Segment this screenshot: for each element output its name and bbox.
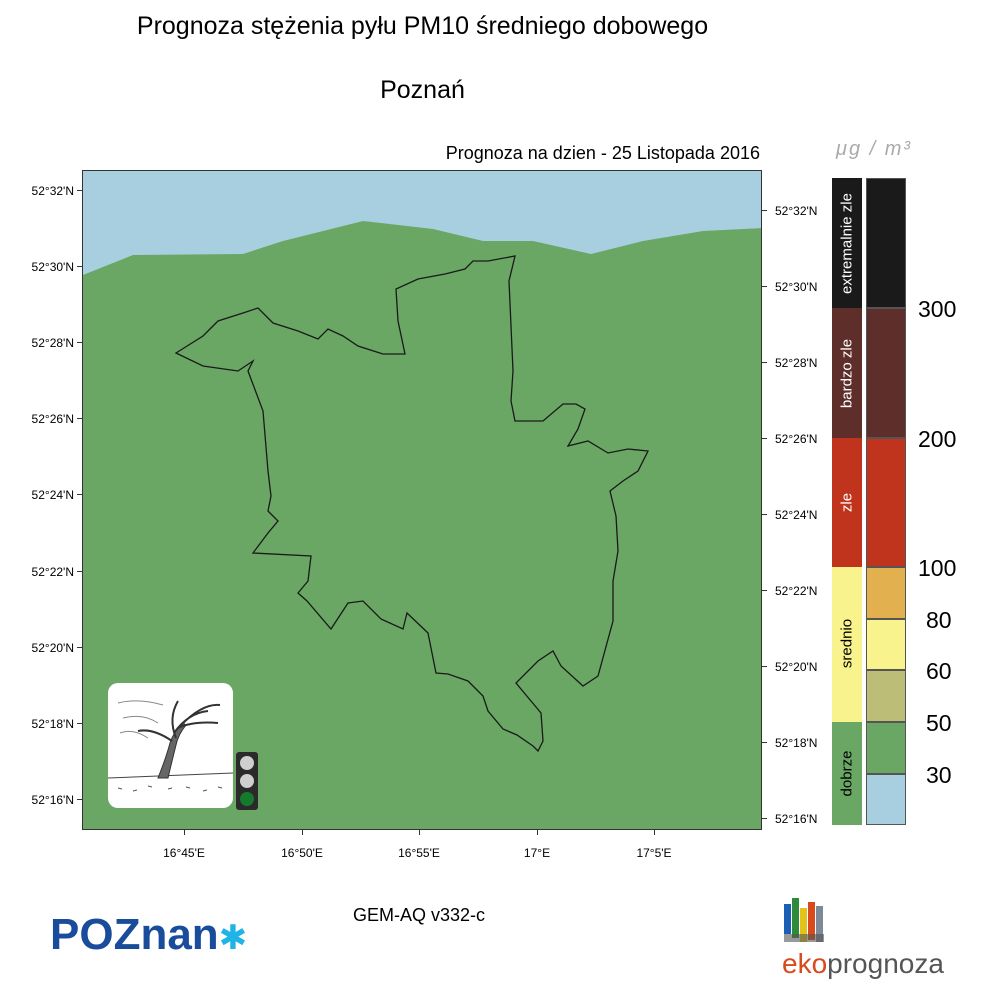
tick: [77, 723, 82, 724]
traffic-light: [236, 752, 258, 810]
light-off: [240, 756, 254, 770]
tick: [762, 666, 767, 667]
category-label: dobrze: [838, 750, 856, 797]
lon-label: 17°E: [523, 846, 551, 860]
ekoprognoza-bars-icon: [782, 898, 832, 946]
tick: [77, 571, 82, 572]
tick: [302, 830, 303, 835]
tick: [419, 830, 420, 835]
water-area: [83, 171, 761, 275]
lat-label-right: 52°26'N: [775, 432, 818, 446]
lat-label-right: 52°16'N: [775, 812, 818, 826]
scale-value: 50: [926, 710, 952, 736]
category-bardzo-zle: bardzo zle: [832, 308, 862, 438]
scale-segment: [866, 567, 906, 619]
lat-label-left: 52°26'N: [31, 412, 74, 426]
lon-label: 16°50'E: [281, 846, 323, 860]
scale-segment: [866, 722, 906, 774]
forecast-date-line: Prognoza na dzien - 25 Listopada 2016: [380, 143, 760, 164]
tick: [762, 286, 767, 287]
tick: [77, 266, 82, 267]
scale-value: 80: [926, 607, 952, 633]
asterisk-icon: ✱: [218, 919, 248, 957]
lat-label-right: 52°18'N: [775, 736, 818, 750]
poznan-logo-text: POZnan: [50, 910, 219, 959]
scale-segment: [866, 619, 906, 670]
tick: [762, 742, 767, 743]
city-name: Poznań: [380, 76, 465, 104]
scale-value: 60: [926, 658, 952, 684]
tick: [762, 210, 767, 211]
lat-label-right: 52°24'N: [775, 508, 818, 522]
prognoza-text: prognoza: [827, 948, 944, 979]
tick: [762, 438, 767, 439]
category-dobrze: dobrze: [832, 722, 862, 825]
tick: [762, 514, 767, 515]
tick: [762, 590, 767, 591]
lat-label-left: 52°22'N: [31, 565, 74, 579]
lat-label-right: 52°28'N: [775, 356, 818, 370]
lat-label-left: 52°16'N: [31, 793, 74, 807]
lon-label: 17°5'E: [636, 846, 672, 860]
city-boundary: [174, 255, 650, 753]
category-zle: zle: [832, 438, 862, 567]
lat-label-left: 52°32'N: [31, 184, 74, 198]
scale-segment: [866, 774, 906, 825]
unit-label: μg / m³: [836, 138, 913, 160]
tick: [184, 830, 185, 835]
category-extremalnie-zle: extremalnie zle: [832, 178, 862, 308]
lat-label-left: 52°24'N: [31, 488, 74, 502]
forecast-date: 25 Listopada 2016: [611, 143, 760, 163]
category-label: srednio: [838, 618, 856, 669]
tick: [77, 494, 82, 495]
lat-label-left: 52°20'N: [31, 641, 74, 655]
scale-segment: [866, 178, 906, 308]
lon-label: 16°55'E: [398, 846, 440, 860]
scale-value: 200: [918, 426, 957, 452]
tick: [762, 362, 767, 363]
light-green: [240, 792, 254, 806]
scale-segment: [866, 438, 906, 567]
poznan-logo: POZnan✱: [50, 910, 247, 960]
scale-value: 30: [926, 762, 952, 788]
lat-label-right: 52°20'N: [775, 660, 818, 674]
lat-label-right: 52°22'N: [775, 584, 818, 598]
tick: [77, 647, 82, 648]
tick: [762, 818, 767, 819]
lon-label: 16°45'E: [163, 846, 205, 860]
ekoprognoza-logo: ekoprognoza: [782, 948, 944, 980]
lat-label-left: 52°30'N: [31, 260, 74, 274]
forecast-prefix: Prognoza na dzien -: [445, 143, 607, 163]
scale-segment: [866, 308, 906, 438]
category-label: extremalnie zle: [838, 193, 856, 294]
lat-label-right: 52°30'N: [775, 280, 818, 294]
scale-value: 100: [918, 555, 957, 581]
scale-value: 300: [918, 296, 957, 322]
category-srednio: srednio: [832, 567, 862, 722]
wind-tree-icon: [108, 683, 233, 808]
lat-label-left: 52°28'N: [31, 336, 74, 350]
eko-text: eko: [782, 948, 828, 979]
tick: [77, 190, 82, 191]
tick: [77, 342, 82, 343]
category-label: zle: [838, 492, 856, 513]
scale-segment: [866, 670, 906, 722]
tick: [77, 418, 82, 419]
model-version: GEM-AQ v332-c: [353, 905, 486, 925]
lat-label-right: 52°32'N: [775, 204, 818, 218]
lat-label-left: 52°18'N: [31, 717, 74, 731]
category-label: bardzo zle: [838, 338, 856, 409]
tick: [537, 830, 538, 835]
tick: [654, 830, 655, 835]
tick: [77, 799, 82, 800]
map-title: Prognoza stężenia pyłu PM10 średniego do…: [136, 12, 709, 40]
light-off: [240, 774, 254, 788]
